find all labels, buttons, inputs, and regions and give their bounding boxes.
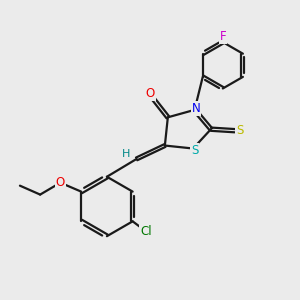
Text: O: O <box>146 87 154 100</box>
Text: N: N <box>192 102 200 115</box>
Text: F: F <box>220 30 226 43</box>
Text: Cl: Cl <box>140 225 152 238</box>
Text: O: O <box>56 176 65 189</box>
Text: S: S <box>236 124 244 137</box>
Text: H: H <box>122 149 130 160</box>
Text: S: S <box>191 144 198 158</box>
